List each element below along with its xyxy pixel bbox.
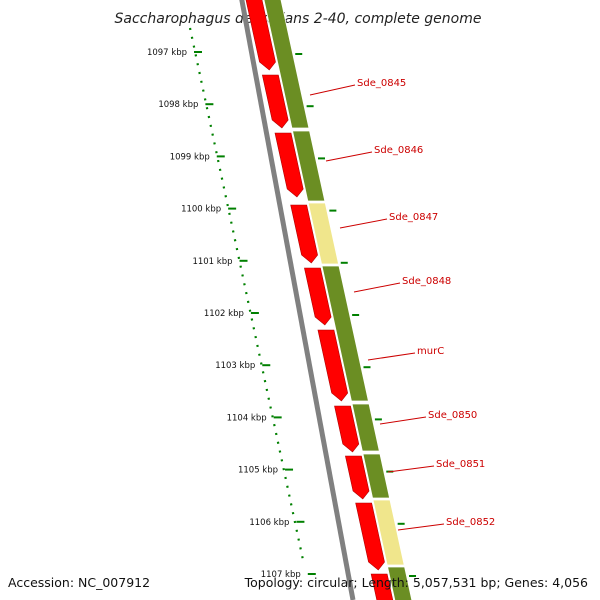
gene-label[interactable]: Sde_0845 [357,78,406,89]
label-leader-line [379,416,427,425]
cds-arrow [334,405,360,453]
gene-label[interactable]: Sde_0850 [428,410,477,421]
cds-arrows [245,0,394,600]
backbone-track [239,0,356,600]
cds-arrow [290,204,318,264]
label-leader-line [397,523,445,531]
kbp-tick-label: 1101 kbp [192,257,232,267]
cds-arrow [245,0,276,71]
minor-ticks [295,53,417,577]
cds-arrow [370,573,394,600]
gene-band-segment [263,0,310,129]
cds-arrow [355,502,385,571]
kbp-tick-label: 1099 kbp [170,152,210,162]
gene-band-segment [292,130,326,202]
kbp-tick-label: 1106 kbp [249,518,289,528]
gene-label[interactable]: Sde_0851 [436,459,485,470]
label-leader-line [367,352,416,361]
cds-arrow [261,74,289,129]
label-leader-line [387,465,435,473]
kbp-tick-label: 1100 kbp [181,205,221,215]
gene-band-segment [321,265,369,402]
genome-summary-text: Topology: circular; Length: 5,057,531 bp… [244,575,588,590]
kbp-tick-label: 1105 kbp [238,466,278,476]
gene-band-segment [372,499,405,566]
kbp-tick-label: 1098 kbp [158,100,198,110]
cds-arrow [274,132,304,198]
kbp-tick-label: 1104 kbp [227,413,267,423]
gene-band-segment [387,566,413,600]
gene-band-segment [307,202,340,265]
kbp-tick-label: 1102 kbp [204,309,244,319]
kbp-scale: 1097 kbp 1098 kbp 1099 kbp 1100 kbp 1101 kbp… [147,27,316,580]
scale-dotted-line [188,27,305,561]
gene-band-segment [351,403,380,452]
accession-text: Accession: NC_007912 [8,575,151,590]
gene-label[interactable]: Sde_0852 [446,517,495,528]
label-leader-line [353,282,401,293]
kbp-tick-label: 1107 kbp [261,570,301,580]
kbp-tick-label: 1103 kbp [215,361,255,371]
label-leader-line [309,84,356,96]
gene-label[interactable]: Sde_0846 [374,145,423,156]
kbp-tick-label: 1097 kbp [147,48,187,58]
gene-bands [263,0,413,600]
cds-arrow [317,329,348,402]
cds-arrow [304,267,332,326]
gene-label[interactable]: murC [417,346,444,357]
gene-band-segment [362,453,391,499]
gene-labels: Sde_0845 Sde_0846 Sde_0847 Sde_0848 murC Sde_… [309,78,495,531]
label-leader-line [339,218,388,229]
map-title: Saccharophagus degradans 2-40, complete … [115,11,482,27]
gene-label[interactable]: Sde_0847 [389,212,438,223]
label-leader-line [325,151,373,162]
gene-label[interactable]: Sde_0848 [402,276,451,287]
cds-arrow [345,455,370,500]
